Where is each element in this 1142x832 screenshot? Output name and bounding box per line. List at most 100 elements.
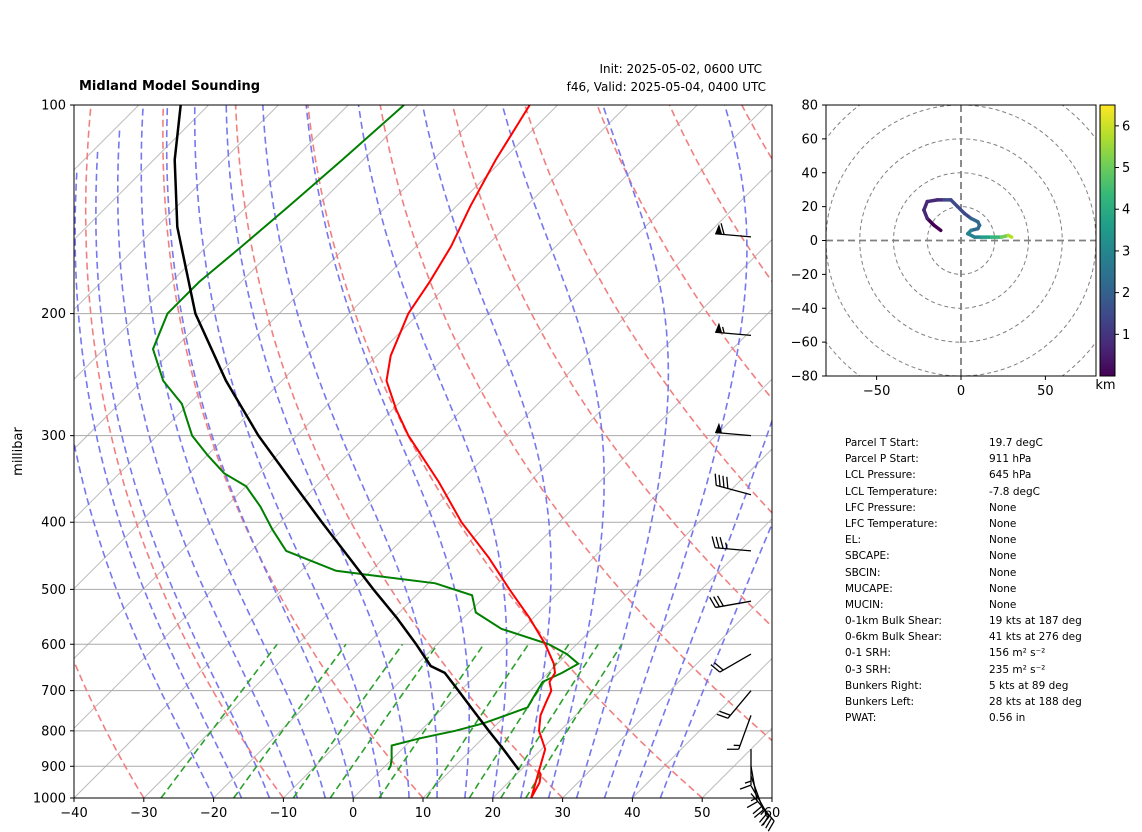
mixing-ratio-line <box>292 643 404 798</box>
dry-adiabat <box>234 105 564 798</box>
x-tick-label: 60 <box>764 806 781 821</box>
y-tick-label: 800 <box>41 724 66 739</box>
wind-barb-staff <box>715 431 752 437</box>
mixing-ratio-line <box>329 643 439 798</box>
wind-barb <box>715 223 752 238</box>
moist-adiabat <box>501 105 605 798</box>
y-tick-label: 400 <box>41 516 66 531</box>
wind-barb-full <box>726 748 739 750</box>
y-tick-label: 300 <box>41 429 66 444</box>
wind-barb <box>714 473 752 496</box>
dewpoint-line <box>151 105 581 771</box>
isotherm-line <box>74 105 628 660</box>
page-title: Midland Model Sounding <box>79 79 261 94</box>
wind-barb-staff <box>715 600 752 609</box>
param-value: 5 kts at 89 deg <box>989 679 1069 692</box>
isotherm-line <box>283 308 772 798</box>
moist-adiabat <box>305 105 470 798</box>
param-value: 19.7 degC <box>989 437 1043 449</box>
wind-barb-flag <box>715 422 723 434</box>
param-value: 41 kts at 276 deg <box>989 631 1082 644</box>
wind-barb-staff <box>738 715 752 750</box>
dry-adiabat <box>162 105 424 798</box>
param-label: LFC Temperature: <box>845 517 938 530</box>
dry-adiabat <box>379 105 772 742</box>
moist-adiabat <box>193 105 382 798</box>
wind-barb-full <box>717 595 724 607</box>
wind-barb-full <box>752 805 763 815</box>
wind-barb <box>709 595 752 609</box>
moist-adiabat <box>74 169 243 798</box>
x-tick-label: −10 <box>270 806 297 821</box>
param-value: None <box>989 598 1017 611</box>
x-tick-label: −30 <box>130 806 157 821</box>
param-label: SBCAPE: <box>845 550 890 563</box>
wind-barb-full <box>709 596 717 608</box>
y-tick-label: 1000 <box>33 792 66 807</box>
wind-barb-full <box>713 596 721 608</box>
param-label: MUCAPE: <box>845 582 893 595</box>
moist-adiabat <box>225 105 410 798</box>
param-value: 0.56 in <box>989 712 1026 725</box>
param-label: Bunkers Left: <box>845 696 915 708</box>
wind-barb <box>716 690 752 719</box>
wind-barb-full <box>753 809 764 819</box>
param-value: 28 kts at 188 deg <box>989 696 1082 708</box>
wind-barb-full <box>746 801 758 809</box>
wind-barb-staff <box>719 653 752 673</box>
x-tick-label: 20 <box>485 806 502 821</box>
wind-barb-full <box>720 223 725 235</box>
wind-barb-full <box>739 784 752 790</box>
x-tick-label: −20 <box>200 806 227 821</box>
colorbar-label: km <box>1095 378 1115 393</box>
x-tick-label: 40 <box>624 806 641 821</box>
moist-adiabat <box>631 418 772 798</box>
isotherm-line <box>74 105 419 450</box>
param-value: None <box>989 582 1017 595</box>
dry-adiabat <box>307 105 703 798</box>
y-axis-label: millibar <box>11 427 26 476</box>
wind-barb-full <box>726 476 729 489</box>
param-value: None <box>989 517 1017 530</box>
wind-barb <box>710 653 752 673</box>
wind-barb <box>750 775 764 819</box>
hodo-y-tick-label: −60 <box>791 336 818 351</box>
wind-barb-full <box>722 475 725 488</box>
wind-barb-full <box>719 536 724 549</box>
wind-barb <box>715 422 752 437</box>
moist-adiabat <box>262 105 439 798</box>
mixing-ratio-line <box>468 643 570 798</box>
hodo-y-tick-label: 20 <box>801 200 818 215</box>
moist-adiabat <box>575 105 670 798</box>
mixing-ratio-line <box>160 643 278 798</box>
colorbar-tick-label: 5 <box>1122 161 1130 176</box>
y-tick-label: 700 <box>41 684 66 699</box>
x-tick-label: 0 <box>349 806 357 821</box>
wind-barb-half <box>744 780 752 784</box>
x-tick-label: 50 <box>694 806 711 821</box>
wind-barb-full <box>713 662 724 671</box>
param-label: 0-1 SRH: <box>845 647 891 660</box>
isotherm-line <box>632 657 772 798</box>
wind-barb <box>726 715 752 750</box>
wind-barb-full <box>762 814 770 826</box>
hodo-x-tick-label: 50 <box>1037 384 1054 399</box>
wind-barb-flag <box>715 322 723 333</box>
isotherm-line <box>74 105 489 520</box>
wind-barb-half <box>760 809 766 816</box>
isotherm-line <box>422 448 772 798</box>
colorbar-tick-label: 1 <box>1122 328 1130 343</box>
mixing-ratio-line <box>500 643 599 798</box>
colorbar-tick-label: 3 <box>1122 244 1130 259</box>
isotherm-line <box>562 587 772 798</box>
param-label: Parcel P Start: <box>845 453 919 466</box>
dry-adiabat <box>668 105 772 283</box>
param-value: None <box>989 534 1017 547</box>
parcel-line <box>173 105 520 771</box>
param-value: 156 m² s⁻² <box>989 647 1046 660</box>
param-value: None <box>989 566 1017 579</box>
param-label: LCL Temperature: <box>845 485 938 498</box>
param-label: MUCIN: <box>845 598 884 611</box>
hodo-y-tick-label: −80 <box>791 370 818 385</box>
init-time: Init: 2025-05-02, 0600 UTC <box>599 62 762 76</box>
